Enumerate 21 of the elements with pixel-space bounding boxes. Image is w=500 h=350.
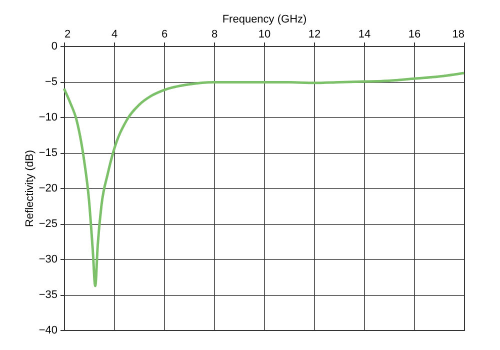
y-tick-label: −15 — [38, 147, 58, 159]
x-tick-label: 6 — [161, 28, 168, 40]
y-axis-title: Reflectivity (dB) — [24, 150, 36, 228]
x-tick-label: 12 — [308, 28, 321, 40]
x-tick-label: 14 — [358, 28, 371, 40]
x-tick-label: 18 — [452, 28, 464, 40]
x-tick-label: 2 — [64, 28, 71, 40]
y-tick-label: −25 — [38, 218, 58, 230]
x-tick-label: 4 — [111, 28, 118, 40]
y-tick-label: −10 — [38, 112, 58, 124]
y-tick-label: 0 — [51, 40, 58, 52]
y-tick-label: −20 — [38, 182, 58, 194]
y-tick-label: −5 — [44, 76, 58, 88]
x-tick-label: 10 — [258, 28, 271, 40]
x-tick-label: 8 — [211, 28, 218, 40]
y-tick-label: −30 — [38, 254, 58, 266]
y-tick-label: −35 — [38, 289, 58, 301]
x-tick-label: 16 — [408, 28, 421, 40]
line-series — [62, 72, 466, 288]
x-axis-title: Frequency (GHz) — [222, 14, 307, 26]
y-tick-label: −40 — [38, 324, 58, 336]
